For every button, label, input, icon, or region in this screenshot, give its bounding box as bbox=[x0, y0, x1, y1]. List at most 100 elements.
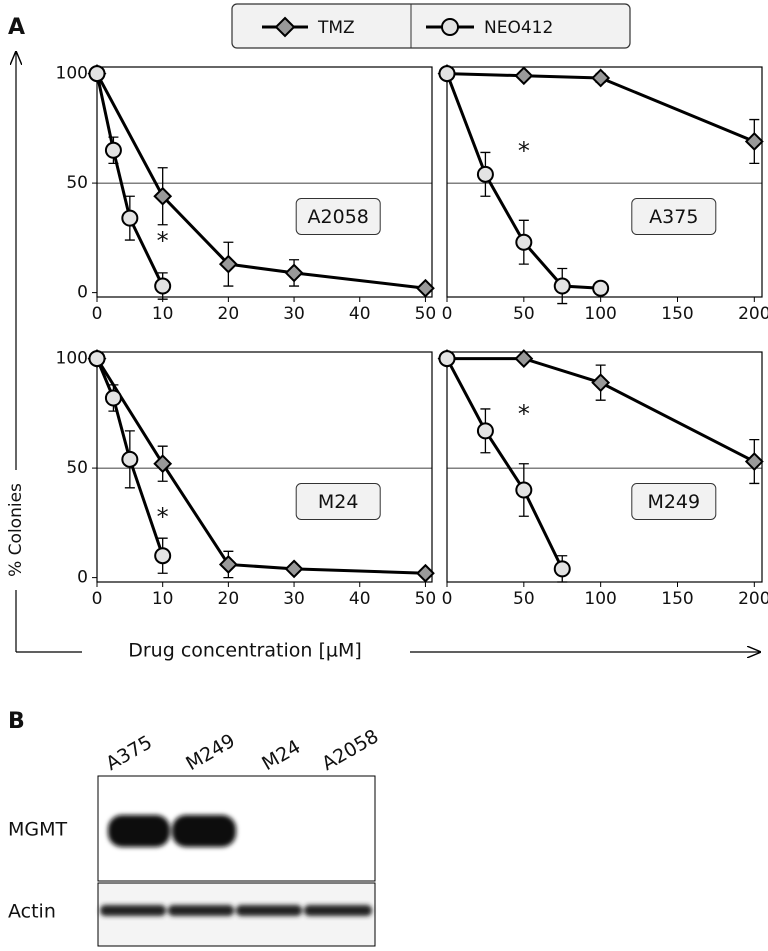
x-tick-label: 100 bbox=[584, 304, 616, 324]
data-point bbox=[515, 233, 533, 251]
data-point bbox=[154, 547, 172, 565]
chart-label: M249 bbox=[647, 491, 700, 513]
series-line bbox=[95, 73, 165, 287]
x-tick-label: 30 bbox=[283, 589, 305, 609]
plot-frame bbox=[96, 66, 433, 298]
data-point bbox=[121, 209, 139, 227]
data-point bbox=[553, 560, 571, 578]
y-tick-label: 100 bbox=[56, 64, 88, 84]
annotation: * bbox=[518, 137, 530, 165]
legend-label: TMZ bbox=[317, 18, 355, 38]
data-point bbox=[553, 277, 571, 295]
x-axis-label: Drug concentration [µM] bbox=[128, 640, 362, 662]
data-point bbox=[154, 277, 172, 295]
x-tick-label: 200 bbox=[738, 589, 768, 609]
x-tick-label: 40 bbox=[349, 304, 371, 324]
data-point bbox=[592, 279, 610, 297]
plot-frame bbox=[96, 351, 433, 583]
x-tick-label: 20 bbox=[218, 304, 240, 324]
y-tick-label: 0 bbox=[77, 283, 88, 303]
legend-marker bbox=[441, 18, 459, 36]
x-tick-label: 0 bbox=[92, 304, 103, 324]
series-line bbox=[447, 357, 756, 463]
data-point bbox=[218, 555, 238, 574]
x-tick-label: 40 bbox=[349, 589, 371, 609]
label-box bbox=[295, 198, 381, 235]
x-tick-label: 20 bbox=[218, 589, 240, 609]
data-point bbox=[104, 141, 122, 159]
x-tick-label: 200 bbox=[738, 304, 768, 324]
series-line bbox=[446, 72, 755, 143]
plot-frame bbox=[446, 66, 763, 298]
data-point bbox=[591, 68, 611, 88]
y-tick-label: 50 bbox=[66, 173, 88, 193]
series bbox=[438, 65, 610, 305]
annotation: * bbox=[157, 503, 169, 531]
annotation: * bbox=[518, 400, 530, 428]
data-point bbox=[284, 559, 304, 579]
plot-frame bbox=[446, 351, 763, 583]
panel-label: B bbox=[8, 709, 25, 734]
x-tick-label: 100 bbox=[584, 589, 616, 609]
label-box bbox=[631, 198, 717, 235]
data-point bbox=[88, 65, 106, 83]
panel-label: A bbox=[8, 15, 25, 40]
data-point bbox=[153, 454, 173, 474]
data-point bbox=[438, 350, 456, 368]
legend: TMZ NEO412 bbox=[231, 3, 631, 49]
chart-label: M24 bbox=[318, 491, 359, 513]
x-tick-label: 150 bbox=[661, 304, 693, 324]
data-point bbox=[218, 254, 238, 274]
lane-label: A375 bbox=[102, 731, 156, 775]
lane-label: M249 bbox=[182, 730, 239, 775]
data-point bbox=[476, 165, 494, 183]
series-line bbox=[95, 357, 165, 557]
data-point bbox=[416, 563, 435, 583]
data-point bbox=[121, 450, 139, 468]
legend-marker bbox=[274, 16, 296, 38]
y-axis-label: % Colonies bbox=[6, 483, 26, 577]
band bbox=[172, 815, 236, 847]
chart-label: A375 bbox=[649, 206, 698, 228]
x-tick-label: 50 bbox=[415, 304, 437, 324]
data-point bbox=[514, 66, 534, 86]
row-label: MGMT bbox=[8, 819, 68, 841]
lane-label: A2058 bbox=[318, 725, 382, 775]
series bbox=[88, 350, 172, 574]
x-tick-label: 10 bbox=[152, 304, 174, 324]
x-tick-label: 50 bbox=[415, 589, 437, 609]
chart-label: A2058 bbox=[308, 206, 369, 228]
series bbox=[438, 350, 571, 583]
data-point bbox=[476, 422, 494, 440]
x-tick-label: 0 bbox=[442, 589, 453, 609]
data-point bbox=[88, 350, 106, 368]
x-tick-label: 50 bbox=[513, 589, 535, 609]
data-point bbox=[104, 389, 122, 407]
legend-label: NEO412 bbox=[484, 18, 553, 38]
x-tick-label: 150 bbox=[661, 589, 693, 609]
data-point bbox=[416, 278, 435, 298]
data-point bbox=[438, 65, 456, 83]
data-point bbox=[591, 373, 611, 393]
data-point bbox=[515, 481, 533, 499]
x-tick-label: 50 bbox=[513, 304, 535, 324]
western-blot: MGMT Actin A375 M249 M24 A2058 bbox=[8, 725, 382, 947]
y-tick-label: 50 bbox=[66, 458, 88, 478]
label-box bbox=[631, 483, 717, 520]
data-point bbox=[514, 349, 534, 368]
y-tick-label: 0 bbox=[77, 568, 88, 588]
data-point bbox=[153, 186, 173, 206]
band bbox=[236, 905, 302, 916]
series-line bbox=[445, 357, 564, 570]
data-point bbox=[744, 132, 764, 151]
y-tick-label: 100 bbox=[56, 349, 88, 369]
band bbox=[108, 815, 170, 847]
x-tick-label: 0 bbox=[92, 589, 103, 609]
band bbox=[100, 905, 166, 916]
band bbox=[304, 905, 372, 916]
x-tick-label: 30 bbox=[283, 304, 305, 324]
x-tick-label: 0 bbox=[442, 304, 453, 324]
data-point bbox=[744, 452, 764, 471]
label-box bbox=[295, 483, 381, 520]
